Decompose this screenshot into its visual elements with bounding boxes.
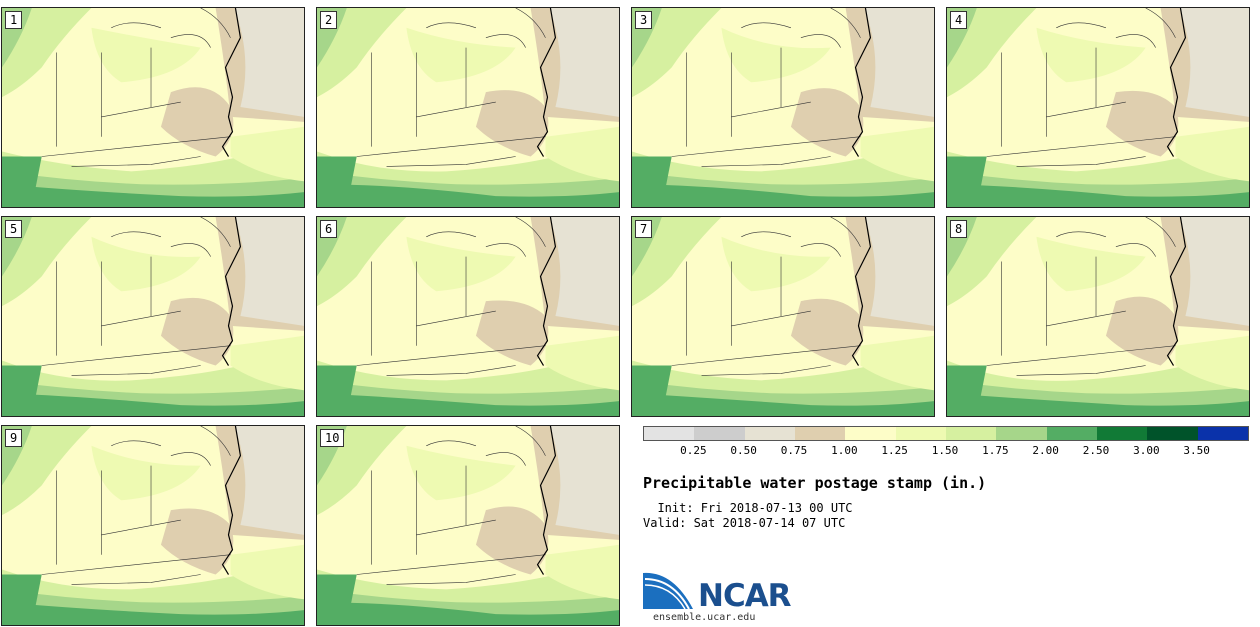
colorbar-segment [945, 427, 997, 440]
member-panel-10: 10 [316, 425, 620, 626]
precip-map-icon [632, 217, 934, 416]
panel-label: 8 [950, 220, 968, 238]
site-url: ensemble.ucar.edu [653, 612, 756, 623]
member-panel-5: 5 [1, 216, 305, 417]
precip-map-icon [317, 217, 619, 416]
panel-label: 7 [635, 220, 653, 238]
member-panel-2: 2 [316, 7, 620, 208]
colorbar-tick-label: 0.50 [730, 444, 757, 457]
precip-map-icon [2, 217, 304, 416]
colorbar-segment [1096, 427, 1148, 440]
colorbar-segment [845, 427, 896, 440]
colorbar-tick-label: 2.50 [1082, 444, 1110, 457]
colorbar-tick-label: 1.25 [881, 444, 908, 457]
colorbar-tick-label: 0.25 [680, 444, 707, 457]
precip-map-icon [2, 8, 304, 207]
member-panel-9: 9 [1, 425, 305, 626]
panel-label: 10 [320, 429, 345, 447]
colorbar-tick-label: 2.00 [1032, 444, 1059, 457]
member-panel-1: 1 [1, 7, 305, 208]
init-time: Init: Fri 2018-07-13 00 UTC [643, 501, 853, 515]
colorbar-segment [744, 427, 795, 440]
precip-map-icon [317, 426, 619, 625]
panel-label: 2 [320, 11, 338, 29]
colorbar-tick-label: 1.00 [831, 444, 858, 457]
colorbar-segment [1197, 427, 1248, 440]
colorbar-segment [644, 427, 695, 440]
time-info: Init: Fri 2018-07-13 00 UTC Valid: Sat 2… [643, 501, 853, 531]
precip-map-icon [632, 8, 934, 207]
panel-label: 4 [950, 11, 968, 29]
precip-map-icon [317, 8, 619, 207]
colorbar-tick-label: 3.00 [1133, 444, 1160, 457]
colorbar-segment [1147, 427, 1198, 440]
ncar-logo-text: NCAR [698, 578, 792, 614]
colorbar-segment [694, 427, 745, 440]
ncar-logo-icon [643, 572, 693, 610]
member-panel-8: 8 [946, 216, 1250, 417]
panel-label: 9 [5, 429, 23, 447]
valid-time: Valid: Sat 2018-07-14 07 UTC [643, 516, 846, 530]
colorbar-segment [1046, 427, 1097, 440]
colorbar-segment [996, 427, 1047, 440]
colorbar [643, 426, 1249, 441]
colorbar-tick-label: 1.75 [982, 444, 1009, 457]
member-panel-6: 6 [316, 216, 620, 417]
member-panel-4: 4 [946, 7, 1250, 208]
colorbar-segment [895, 427, 946, 440]
panel-label: 3 [635, 11, 653, 29]
precip-map-icon [2, 426, 304, 625]
colorbar-tick-label: 0.75 [780, 444, 808, 457]
panel-label: 6 [320, 220, 338, 238]
precip-map-icon [947, 217, 1249, 416]
colorbar-ticks: 0.25 0.50 0.75 1.00 1.25 1.50 1.75 2.00 2.50 3.00… [643, 444, 1247, 460]
plot-title: Precipitable water postage stamp (in.) [643, 474, 987, 492]
panel-label: 5 [5, 220, 23, 238]
member-panel-7: 7 [631, 216, 935, 417]
precip-map-icon [947, 8, 1249, 207]
member-panel-3: 3 [631, 7, 935, 208]
colorbar-tick-label: 3.50 [1183, 444, 1210, 457]
colorbar-segment [794, 427, 846, 440]
colorbar-tick-label: 1.50 [931, 444, 959, 457]
panel-label: 1 [5, 11, 23, 29]
